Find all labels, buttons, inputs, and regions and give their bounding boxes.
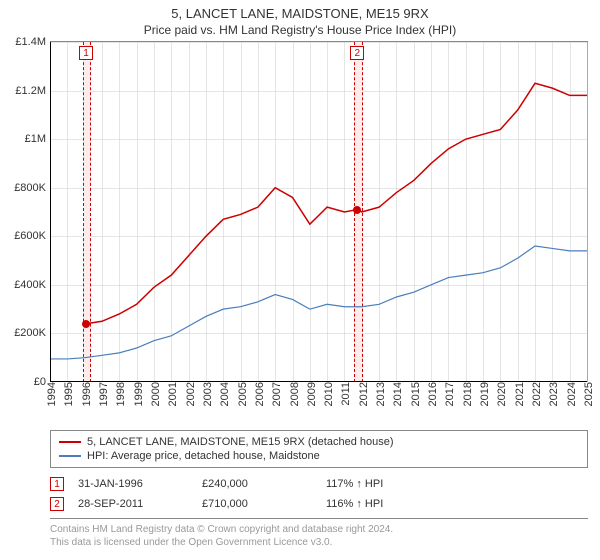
sales-row: 2 28-SEP-2011 £710,000 116% ↑ HPI [50, 494, 588, 514]
y-tick-label: £1.2M [15, 85, 50, 97]
legend: 5, LANCET LANE, MAIDSTONE, ME15 9RX (det… [50, 430, 588, 468]
legend-label: HPI: Average price, detached house, Maid… [87, 450, 320, 462]
x-tick-label: 2021 [510, 382, 526, 406]
x-tick-label: 2011 [336, 382, 352, 406]
sales-row-marker: 2 [50, 497, 64, 511]
y-tick-label: £1.4M [15, 36, 50, 48]
legend-item: 5, LANCET LANE, MAIDSTONE, ME15 9RX (det… [59, 435, 579, 449]
x-tick-label: 2013 [371, 382, 387, 406]
x-tick-label: 1996 [77, 382, 93, 406]
legend-label: 5, LANCET LANE, MAIDSTONE, ME15 9RX (det… [87, 436, 394, 448]
sales-row-price: £710,000 [202, 498, 312, 510]
x-tick-label: 2008 [285, 382, 301, 406]
sale-dot [82, 320, 90, 328]
x-tick-label: 2001 [163, 382, 179, 406]
x-tick-label: 2006 [250, 382, 266, 406]
x-tick-label: 2018 [458, 382, 474, 406]
sale-dot [353, 206, 361, 214]
gridline-v [587, 42, 588, 382]
x-tick-label: 2004 [215, 382, 231, 406]
y-tick-label: £800K [14, 182, 50, 194]
attribution-line: Contains HM Land Registry data © Crown c… [50, 523, 588, 536]
x-tick-label: 2017 [440, 382, 456, 406]
x-tick-label: 1995 [59, 382, 75, 406]
sale-marker: 2 [350, 46, 364, 60]
sales-row-pct: 116% ↑ HPI [326, 498, 436, 510]
legend-item: HPI: Average price, detached house, Maid… [59, 449, 579, 463]
x-tick-label: 1997 [94, 382, 110, 406]
x-tick-label: 2024 [562, 382, 578, 406]
x-tick-label: 2007 [267, 382, 283, 406]
x-tick-label: 2020 [492, 382, 508, 406]
x-tick-label: 1998 [111, 382, 127, 406]
sales-row: 1 31-JAN-1996 £240,000 117% ↑ HPI [50, 474, 588, 494]
x-tick-label: 2019 [475, 382, 491, 406]
attribution: Contains HM Land Registry data © Crown c… [50, 523, 588, 549]
x-tick-label: 2022 [527, 382, 543, 406]
sales-row-pct: 117% ↑ HPI [326, 478, 436, 490]
line-plot [50, 42, 587, 382]
chart-title: 5, LANCET LANE, MAIDSTONE, ME15 9RX [0, 0, 600, 21]
sales-row-date: 31-JAN-1996 [78, 478, 188, 490]
sales-row-marker: 1 [50, 477, 64, 491]
chart-subtitle: Price paid vs. HM Land Registry's House … [0, 21, 600, 41]
sales-row-date: 28-SEP-2011 [78, 498, 188, 510]
plot-area: £0£200K£400K£600K£800K£1M£1.2M£1.4M19941… [50, 41, 588, 382]
x-tick-label: 2012 [354, 382, 370, 406]
sales-table: 1 31-JAN-1996 £240,000 117% ↑ HPI 2 28-SEP-20… [50, 474, 588, 514]
series-line-property [86, 83, 587, 323]
y-axis [50, 42, 51, 382]
divider [50, 518, 588, 519]
legend-swatch [59, 455, 81, 457]
sale-marker: 1 [79, 46, 93, 60]
x-tick-label: 2016 [423, 382, 439, 406]
sales-row-price: £240,000 [202, 478, 312, 490]
x-tick-label: 2000 [146, 382, 162, 406]
x-tick-label: 2025 [579, 382, 595, 406]
x-tick-label: 2009 [302, 382, 318, 406]
y-tick-label: £200K [14, 327, 50, 339]
x-tick-label: 2003 [198, 382, 214, 406]
legend-swatch [59, 441, 81, 443]
x-tick-label: 1994 [42, 382, 58, 406]
y-tick-label: £1M [25, 133, 50, 145]
attribution-line: This data is licensed under the Open Gov… [50, 536, 588, 549]
x-tick-label: 2015 [406, 382, 422, 406]
x-tick-label: 2010 [319, 382, 335, 406]
x-tick-label: 2014 [388, 382, 404, 406]
x-tick-label: 2005 [233, 382, 249, 406]
x-tick-label: 1999 [129, 382, 145, 406]
x-tick-label: 2002 [181, 382, 197, 406]
y-tick-label: £600K [14, 230, 50, 242]
y-tick-label: £400K [14, 279, 50, 291]
chart-container: 5, LANCET LANE, MAIDSTONE, ME15 9RX Pric… [0, 0, 600, 560]
x-tick-label: 2023 [544, 382, 560, 406]
series-line-hpi [50, 246, 587, 359]
